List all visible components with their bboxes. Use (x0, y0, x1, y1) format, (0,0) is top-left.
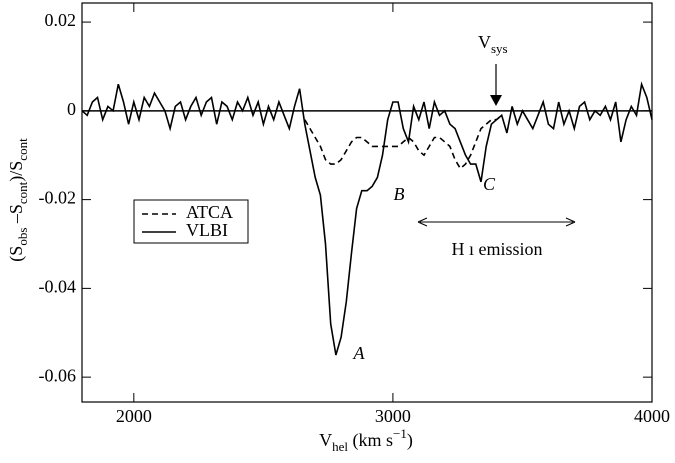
series-line (81, 81, 653, 356)
annotation: A (353, 343, 366, 363)
legend-label: VLBI (186, 220, 228, 240)
annotation: C (483, 174, 496, 194)
annotation: B (394, 184, 405, 204)
y-tick-label: 0.02 (45, 10, 77, 30)
x-tick-label: 3000 (375, 406, 411, 426)
y-tick-label: -0.02 (39, 188, 77, 208)
y-axis-label: (Sobs –Scont)/Scont (6, 138, 30, 262)
plot-frame (81, 2, 653, 403)
x-tick-label: 4000 (634, 406, 670, 426)
x-tick-label: 2000 (116, 406, 152, 426)
legend-label: ATCA (186, 202, 233, 222)
y-tick-label: -0.06 (39, 365, 77, 385)
y-tick-label: -0.04 (39, 277, 77, 297)
annotation: H ı emission (451, 239, 542, 259)
vsys-label: Vsys (478, 32, 508, 56)
legend (133, 199, 249, 244)
vsys-arrowhead (490, 95, 502, 106)
emission-arrowheads (417, 217, 576, 227)
y-tick-label: 0 (67, 99, 76, 119)
series-line (304, 114, 503, 170)
x-axis-label: Vhel (km s−1) (319, 426, 413, 454)
